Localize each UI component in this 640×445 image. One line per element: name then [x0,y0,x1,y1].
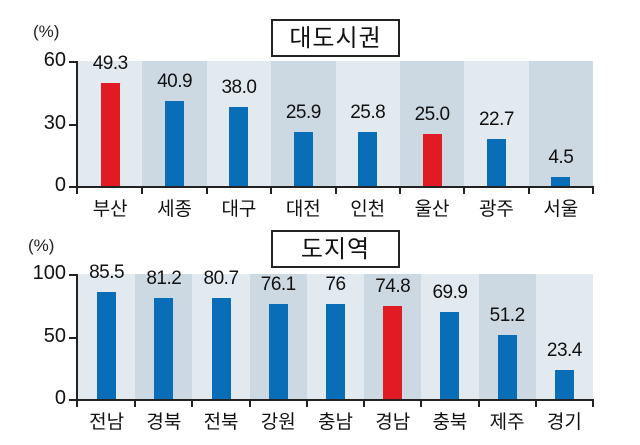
x-tick [270,186,273,194]
value-label: 49.3 [92,53,128,75]
bar-울산 [422,133,442,186]
y-tick-label: 0 [54,387,66,409]
value-label: 23.4 [546,339,582,361]
x-tick-label: 전북 [203,411,239,433]
x-tick [76,399,78,407]
x-tick [334,186,337,194]
x-tick [463,186,466,194]
bar-부산 [100,83,120,186]
y-tick-label: 60 [43,49,66,71]
x-tick [191,399,194,407]
metro-chart: (%) 대도시권 49.3 부산 40.9 세종 38.0 대구 25.9 대전 25.8 인천 2… [33,19,594,220]
value-label: 38.0 [221,76,257,98]
bar-충북 [440,311,460,399]
x-tick [363,399,366,407]
y-axis [76,274,78,401]
value-label: 51.2 [489,305,525,326]
x-tick-label: 부산 [92,198,128,220]
value-label: 69.9 [432,281,468,303]
x-tick-label: 경기 [546,411,582,433]
x-tick-label: 대구 [221,198,257,220]
x-tick-label: 인천 [350,198,386,220]
bar-경남 [383,305,403,399]
y-tick [69,186,76,188]
bar-경북 [154,297,174,399]
bar-세종 [165,100,185,186]
value-label: 4.5 [548,146,574,168]
x-tick [592,399,594,407]
y-tick [69,123,76,126]
y-tick-label: 0 [54,174,66,196]
x-tick-label: 제주 [489,411,525,433]
value-label: 74.8 [375,275,411,297]
x-tick-label: 광주 [478,198,514,220]
plot-area [78,61,593,186]
x-tick-label: 경북 [146,411,182,433]
bar-대구 [229,106,249,186]
bar-충남 [326,304,345,399]
x-tick [134,399,137,407]
x-tick [534,399,537,407]
x-tick-label: 충북 [432,411,468,433]
value-label: 25.9 [285,102,321,124]
value-label: 40.9 [157,70,193,92]
bar-경기 [554,369,574,399]
x-tick-label: 세종 [157,198,193,220]
y-tick-label: 100 [32,262,66,284]
x-tick [477,399,480,407]
bar-전남 [97,292,117,399]
bar-광주 [486,138,506,186]
y-tick-label: 30 [43,111,66,134]
bar-인천 [358,132,378,186]
value-label: 25.0 [414,103,450,125]
x-tick [141,186,144,194]
value-label: 25.8 [350,102,386,124]
x-tick [420,399,423,407]
y-tick [69,274,76,276]
chart-title: 도지역 [271,230,400,268]
x-tick-label: 대전 [285,198,321,220]
bar-강원 [268,303,288,399]
x-tick [592,186,594,194]
x-tick [527,186,530,194]
x-tick [398,186,401,194]
y-unit-label: (%) [28,236,55,255]
x-tick-label: 충남 [318,411,353,433]
value-label: 85.5 [89,262,125,284]
bar-제주 [497,335,517,399]
x-axis [76,399,593,401]
value-label: 22.7 [478,108,514,130]
plot-area [78,274,593,399]
x-tick [76,186,78,194]
x-tick-label: 서울 [543,198,579,220]
y-tick [69,336,76,339]
value-label: 81.2 [146,267,182,289]
x-tick-label: 전남 [89,411,125,433]
x-tick-label: 울산 [414,198,450,220]
y-axis [76,61,78,188]
x-tick-label: 강원 [260,411,296,433]
y-tick [69,61,76,63]
bar-전북 [211,298,231,399]
x-tick [305,399,308,407]
value-label: 80.7 [203,268,239,290]
bar-서울 [551,176,571,186]
x-tick [205,186,208,194]
column-band [528,61,593,186]
chart-title: 대도시권 [271,19,400,57]
y-tick-label: 50 [43,324,66,347]
y-unit-label: (%) [33,22,60,41]
x-tick [248,399,251,407]
value-label: 76.1 [260,273,296,295]
value-label: 76 [325,274,346,295]
bar-대전 [293,132,313,186]
x-tick-label: 경남 [375,411,411,433]
y-tick [69,399,76,401]
